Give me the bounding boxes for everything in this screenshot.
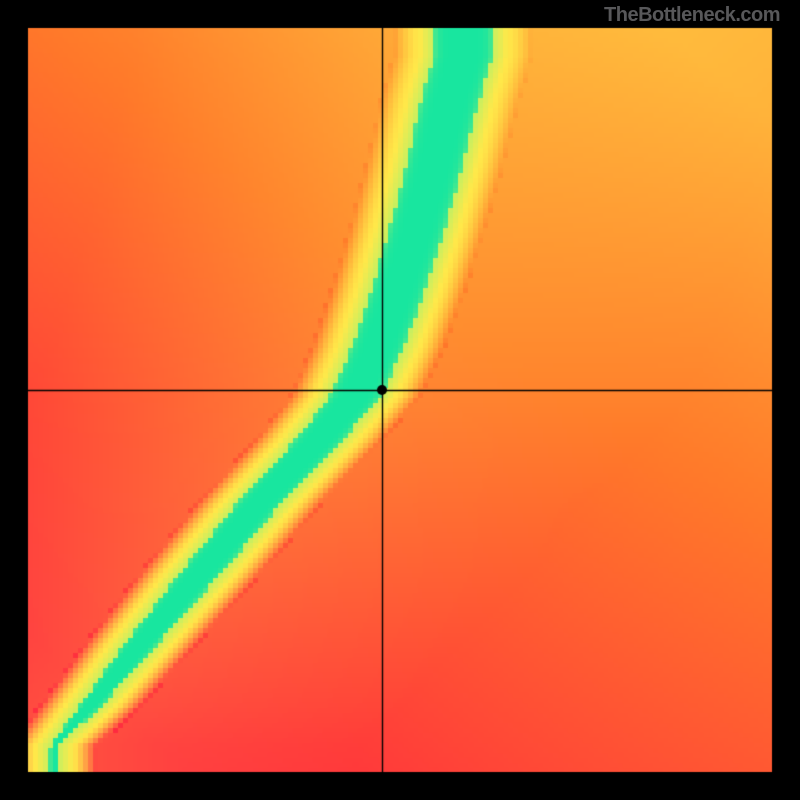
chart-container: { "chart": { "type": "heatmap", "width":… (0, 0, 800, 800)
watermark-text: TheBottleneck.com (604, 4, 780, 27)
bottleneck-heatmap (0, 0, 800, 800)
